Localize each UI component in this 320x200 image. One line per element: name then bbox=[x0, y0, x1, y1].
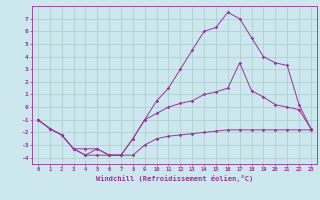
X-axis label: Windchill (Refroidissement éolien,°C): Windchill (Refroidissement éolien,°C) bbox=[96, 175, 253, 182]
